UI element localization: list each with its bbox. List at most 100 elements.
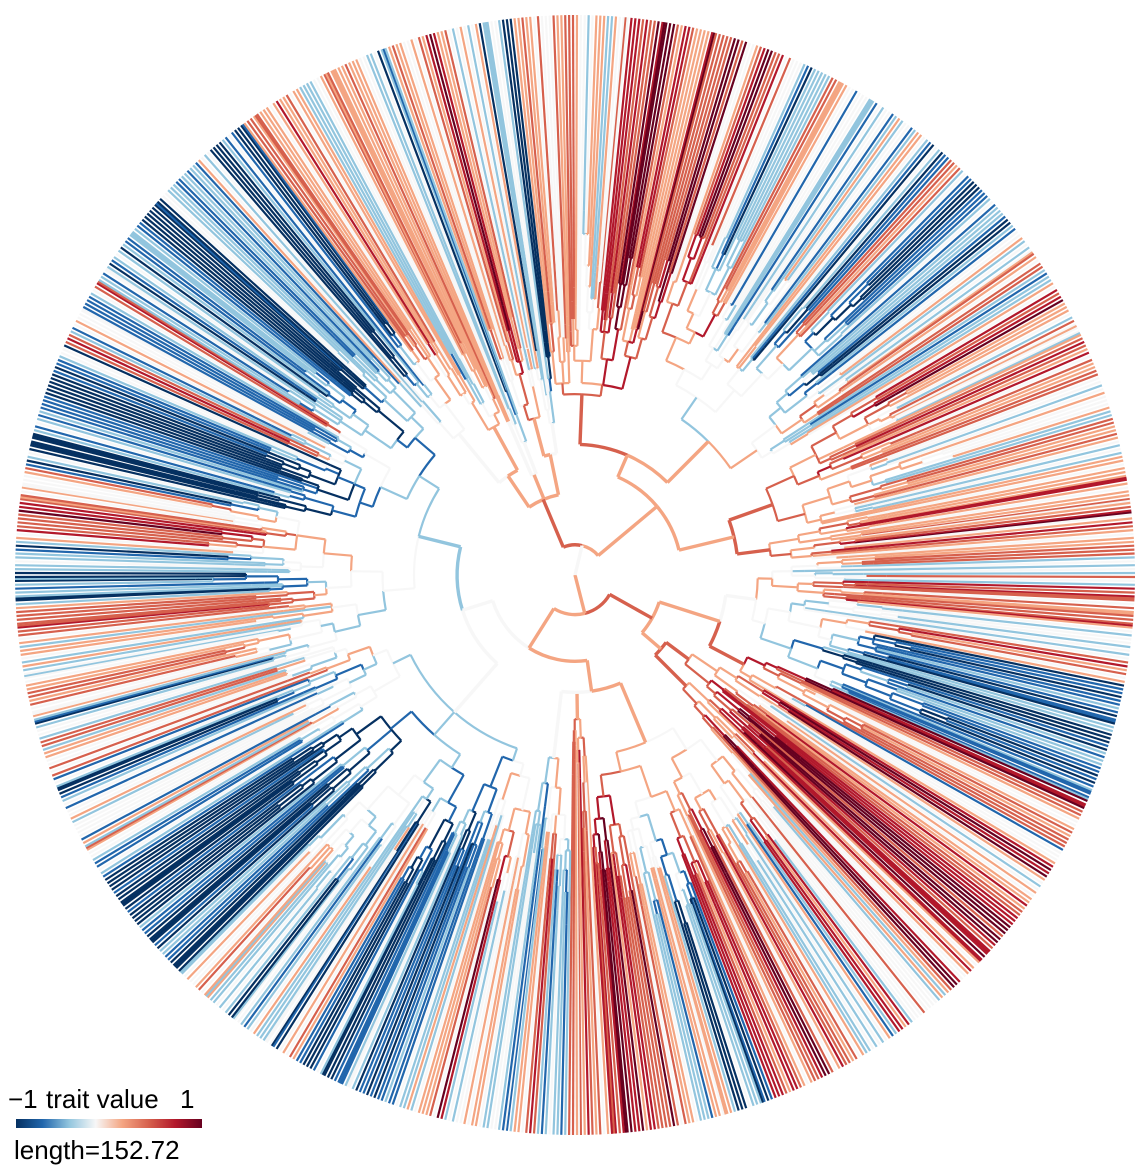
tree-branch bbox=[29, 444, 268, 503]
tree-branch bbox=[969, 728, 1097, 781]
tree-branch bbox=[762, 762, 972, 972]
tree-branch bbox=[672, 781, 681, 795]
tree-branch bbox=[717, 59, 795, 238]
tree-connector-arc bbox=[404, 880, 407, 884]
tree-branch bbox=[855, 661, 879, 672]
tree-branch bbox=[834, 508, 856, 516]
tree-branch bbox=[706, 237, 720, 264]
tree-branch bbox=[909, 325, 1078, 410]
tree-branch bbox=[167, 785, 353, 961]
tree-branch bbox=[131, 230, 303, 365]
tree-branch bbox=[373, 855, 469, 1099]
tree-connector-arc bbox=[810, 372, 814, 376]
tree-branch bbox=[736, 813, 750, 832]
tree-branch bbox=[887, 739, 1071, 838]
tree-branch bbox=[18, 513, 211, 537]
tree-branch bbox=[663, 929, 714, 1119]
tree-branch bbox=[838, 243, 1028, 383]
tree-branch bbox=[826, 697, 1078, 824]
tree-connector-arc bbox=[508, 829, 515, 833]
tree-branch bbox=[706, 830, 719, 850]
tree-branch bbox=[60, 691, 304, 799]
tree-branch bbox=[841, 672, 867, 684]
tree-branch bbox=[737, 675, 764, 693]
tree-branch bbox=[308, 638, 338, 649]
tree-branch bbox=[256, 820, 407, 1037]
tree-branch bbox=[869, 465, 901, 478]
tree-branch bbox=[778, 822, 791, 838]
tree-branch bbox=[306, 860, 326, 882]
color-legend: −1 trait value 1 length=152.72 bbox=[8, 1084, 202, 1165]
tree-branch bbox=[399, 811, 415, 833]
tree-connector-arc bbox=[344, 844, 349, 849]
tree-branch bbox=[295, 359, 309, 370]
tree-branch bbox=[781, 763, 990, 954]
tree-branch bbox=[799, 536, 831, 544]
tree-connector-arc bbox=[336, 733, 341, 739]
tree-branch bbox=[289, 494, 305, 501]
tree-branch bbox=[326, 72, 454, 328]
tree-branch bbox=[190, 534, 223, 541]
tree-branch bbox=[459, 823, 467, 836]
tree-branch bbox=[276, 691, 295, 701]
tree-branch bbox=[745, 844, 758, 862]
tree-branch bbox=[722, 224, 731, 238]
tree-branch bbox=[864, 732, 1068, 845]
tree-branch bbox=[351, 848, 458, 1090]
tree-branch bbox=[433, 711, 456, 736]
tree-branch bbox=[376, 371, 388, 383]
tree-branch bbox=[879, 609, 1132, 641]
tree-branch bbox=[276, 605, 290, 609]
tree-branch bbox=[748, 830, 891, 1039]
tree-branch bbox=[336, 855, 352, 873]
tree-connector-arc bbox=[409, 654, 456, 714]
tree-connector-arc bbox=[823, 394, 827, 398]
tree-branch bbox=[332, 332, 356, 356]
tree-branch bbox=[234, 520, 263, 528]
tree-connector-arc bbox=[695, 396, 717, 413]
tree-branch bbox=[592, 834, 596, 848]
tree-branch bbox=[334, 818, 349, 833]
tree-connector-arc bbox=[627, 340, 634, 344]
tree-branch bbox=[800, 681, 813, 689]
tree-branch bbox=[872, 351, 1090, 448]
tree-branch bbox=[873, 638, 896, 645]
tree-branch bbox=[663, 875, 675, 905]
tree-connector-arc bbox=[682, 279, 688, 284]
tree-branch bbox=[102, 731, 330, 878]
tree-branch bbox=[472, 383, 485, 404]
tree-branch bbox=[905, 380, 925, 393]
tree-branch bbox=[587, 219, 590, 235]
tree-branch bbox=[834, 303, 852, 321]
tree-branch bbox=[521, 777, 531, 811]
tree-branch bbox=[546, 858, 552, 886]
tree-branch bbox=[98, 278, 285, 396]
tree-branch bbox=[308, 670, 335, 683]
tree-branch bbox=[507, 364, 515, 381]
tree-branch bbox=[17, 521, 213, 542]
tree-branch bbox=[355, 845, 462, 1091]
tree-branch bbox=[788, 708, 815, 727]
tree-connector-arc bbox=[367, 864, 371, 868]
tree-connector-arc bbox=[766, 302, 771, 306]
tree-connector-arc bbox=[409, 328, 412, 331]
tree-branch bbox=[871, 462, 888, 471]
tree-connector-arc bbox=[399, 344, 403, 348]
tree-branch bbox=[727, 779, 745, 802]
tree-branch bbox=[587, 312, 591, 329]
tree-connector-arc bbox=[719, 782, 726, 788]
tree-branch bbox=[421, 400, 442, 423]
tree-branch bbox=[525, 332, 531, 349]
tree-branch bbox=[347, 766, 367, 784]
tree-branch bbox=[452, 352, 469, 379]
tree-connector-arc bbox=[420, 405, 423, 408]
tree-branch bbox=[906, 410, 1111, 475]
tree-branch bbox=[637, 30, 710, 318]
tree-branch bbox=[750, 342, 764, 359]
tree-branch bbox=[683, 907, 751, 1108]
tree-branch bbox=[327, 393, 341, 404]
tree-branch bbox=[410, 39, 497, 315]
tree-branch bbox=[810, 431, 837, 448]
tree-branch bbox=[496, 890, 506, 921]
tree-branch bbox=[300, 565, 324, 569]
